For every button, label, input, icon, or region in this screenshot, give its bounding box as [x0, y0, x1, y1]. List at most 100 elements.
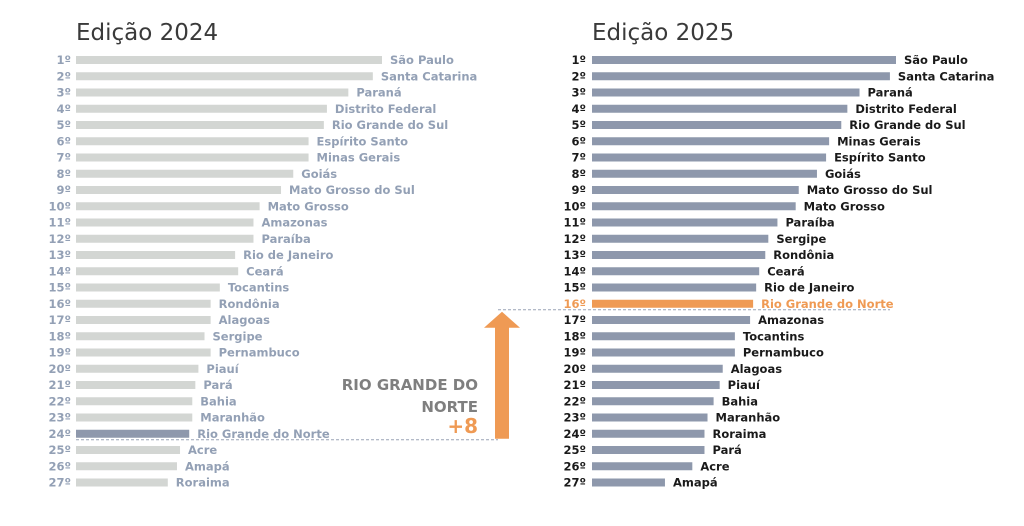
category-label-right: Maranhão — [716, 411, 781, 425]
rank-label-right: 3º — [572, 86, 587, 100]
rank-label-left: 12º — [49, 232, 72, 246]
bar-right — [592, 153, 827, 162]
bar-left — [76, 153, 309, 162]
category-label-left: Tocantins — [228, 281, 290, 295]
rank-label-left: 14º — [49, 264, 72, 278]
rank-label-left: 10º — [49, 199, 72, 213]
callout-line-1: RIO GRANDE DO — [341, 376, 478, 394]
bar-right — [592, 121, 842, 129]
rank-label-right: 11º — [564, 216, 587, 230]
bar-left — [76, 202, 260, 211]
category-label-left: Paraíba — [261, 232, 310, 246]
rank-label-right: 27º — [564, 476, 587, 490]
category-label-left: Maranhão — [200, 411, 265, 425]
rank-label-right: 12º — [564, 232, 587, 246]
category-label-right: Mato Grosso do Sul — [807, 183, 933, 197]
title-2025: Edição 2025 — [592, 20, 735, 46]
category-label-right: Alagoas — [731, 362, 782, 376]
category-label-left: Ceará — [246, 264, 283, 278]
rank-label-right: 26º — [564, 459, 587, 473]
bar-right — [592, 316, 751, 324]
bar-right — [592, 446, 705, 454]
bar-right — [592, 397, 714, 406]
category-label-left: Rio de Janeiro — [243, 248, 333, 262]
category-label-right: Rio Grande do Norte — [761, 297, 894, 311]
rank-label-left: 15º — [49, 281, 72, 295]
bar-left — [76, 72, 373, 81]
bar-right — [592, 137, 830, 146]
rank-label-left: 19º — [49, 346, 72, 360]
callout-line-2: NORTE — [421, 398, 478, 416]
bar-right — [592, 88, 860, 97]
rank-label-left: 2º — [57, 69, 72, 83]
rank-label-left: 9º — [57, 183, 72, 197]
bar-left — [76, 88, 349, 97]
rank-label-right: 6º — [572, 134, 587, 148]
bar-left — [76, 364, 199, 373]
rank-label-left: 8º — [57, 167, 72, 181]
rank-label-left: 18º — [49, 329, 72, 343]
rank-label-left: 1º — [57, 53, 72, 67]
bar-left — [76, 299, 211, 308]
category-label-right: Distrito Federal — [855, 102, 956, 116]
category-label-left: Minas Gerais — [317, 151, 401, 165]
bar-right — [592, 364, 723, 373]
rank-label-left: 16º — [49, 297, 72, 311]
bar-left — [76, 137, 309, 146]
rank-label-right: 24º — [564, 427, 587, 441]
category-label-left: Rondônia — [219, 297, 280, 311]
rank-label-left: 27º — [49, 476, 72, 490]
category-label-right: Rondônia — [773, 248, 834, 262]
up-arrow-icon — [484, 311, 520, 439]
category-label-right: Bahia — [722, 394, 758, 408]
bar-left — [76, 234, 254, 243]
bar-left — [76, 397, 193, 406]
rank-label-right: 21º — [564, 378, 587, 392]
bar-right — [592, 299, 754, 308]
category-label-left: Goiás — [301, 167, 337, 181]
rank-label-right: 23º — [564, 411, 587, 425]
bar-left — [76, 186, 282, 194]
category-label-left: Pernambuco — [219, 346, 300, 360]
category-label-right: Rio Grande do Sul — [849, 118, 965, 132]
rank-label-right: 10º — [564, 199, 587, 213]
bar-right — [592, 56, 896, 64]
rank-label-right: 18º — [564, 329, 587, 343]
category-label-right: Goiás — [825, 167, 861, 181]
category-label-left: Bahia — [200, 394, 236, 408]
bar-left — [76, 413, 193, 422]
rank-change-delta: +8 — [447, 414, 478, 438]
category-label-right: Sergipe — [776, 232, 826, 246]
rank-label-right: 19º — [564, 346, 587, 360]
rank-label-left: 22º — [49, 394, 72, 408]
bar-left — [76, 348, 211, 357]
bar-right — [592, 202, 796, 211]
rank-label-right: 22º — [564, 394, 587, 408]
bar-left — [76, 478, 168, 487]
category-label-right: Tocantins — [743, 329, 805, 343]
category-label-right: Amapá — [673, 476, 718, 490]
rank-label-left: 25º — [49, 443, 72, 457]
category-label-left: Sergipe — [213, 329, 263, 343]
category-label-right: Piauí — [728, 378, 761, 392]
bar-right — [592, 267, 760, 276]
category-label-left: Acre — [188, 443, 217, 457]
bar-left — [76, 169, 294, 178]
bar-right — [592, 381, 720, 389]
rank-label-right: 8º — [572, 167, 587, 181]
rank-label-left: 6º — [57, 134, 72, 148]
bar-left — [76, 251, 236, 259]
rank-label-right: 13º — [564, 248, 587, 262]
title-2024: Edição 2024 — [76, 20, 219, 46]
category-label-left: Rio Grande do Sul — [332, 118, 448, 132]
rank-label-right: 20º — [564, 362, 587, 376]
category-label-right: Santa Catarina — [898, 69, 995, 83]
category-label-left: Piauí — [206, 362, 239, 376]
rank-label-right: 9º — [572, 183, 587, 197]
rank-label-left: 20º — [49, 362, 72, 376]
category-label-right: Acre — [700, 459, 729, 473]
bar-right — [592, 186, 799, 194]
rank-label-left: 11º — [49, 216, 72, 230]
rank-label-left: 5º — [57, 118, 72, 132]
